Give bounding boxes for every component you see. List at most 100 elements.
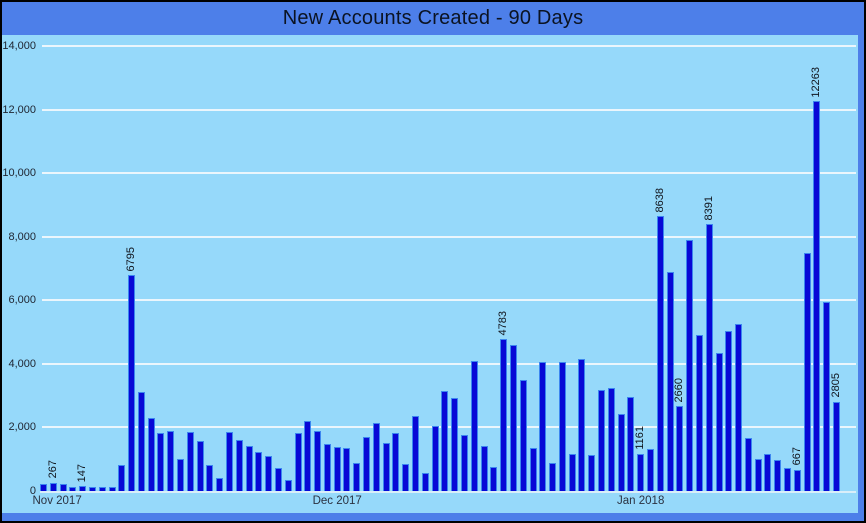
y-tick-label: 12,000 <box>2 103 36 116</box>
bar-day-69[interactable] <box>705 224 713 491</box>
y-tick-label: 4,000 <box>8 357 36 370</box>
bar-day-9[interactable] <box>118 464 126 491</box>
bar-day-20[interactable] <box>226 431 233 491</box>
bar-day-2[interactable] <box>49 482 57 491</box>
bar-day-68[interactable] <box>695 335 703 491</box>
bar-day-77[interactable] <box>784 467 792 491</box>
bar-day-38[interactable] <box>402 463 410 491</box>
bar-day-27[interactable] <box>294 433 302 491</box>
bar-day-3[interactable] <box>59 484 67 491</box>
bar-value-label: 8391 <box>702 195 715 221</box>
y-tick-label: 14,000 <box>2 40 36 52</box>
gridline-4000 <box>42 362 856 365</box>
y-tick-label: 0 <box>29 485 36 497</box>
bar-value-label: 12263 <box>810 66 823 98</box>
bar-day-14[interactable] <box>167 430 175 491</box>
bar-day-35[interactable] <box>372 422 380 491</box>
bar-day-80[interactable] <box>813 101 821 491</box>
bar-day-45[interactable] <box>470 360 478 491</box>
bar-day-30[interactable] <box>323 443 331 491</box>
bar-day-4[interactable] <box>69 486 77 491</box>
bar-value-label: 8638 <box>653 187 666 213</box>
bar-day-22[interactable] <box>245 445 253 491</box>
bar-day-62[interactable] <box>637 454 645 491</box>
bar-day-72[interactable] <box>735 324 743 491</box>
bar-day-39[interactable] <box>412 416 420 491</box>
bar-day-18[interactable] <box>206 464 214 491</box>
bar-day-19[interactable] <box>216 478 224 491</box>
bar-day-53[interactable] <box>549 462 557 491</box>
x-axis-line <box>40 491 856 493</box>
bar-day-6[interactable] <box>88 486 96 491</box>
gridline-2000 <box>42 426 856 429</box>
bar-day-37[interactable] <box>392 433 400 491</box>
x-tick-label: Jan 2018 <box>617 495 665 507</box>
bar-day-24[interactable] <box>265 456 273 491</box>
x-tick-label: Dec 2017 <box>312 495 362 507</box>
bar-day-15[interactable] <box>177 459 185 491</box>
gridline-8000 <box>42 235 856 238</box>
bar-day-42[interactable] <box>441 390 449 491</box>
bar-day-82[interactable] <box>832 401 840 491</box>
bar-day-78[interactable] <box>793 469 801 491</box>
bar-day-64[interactable] <box>656 216 664 491</box>
bar-day-74[interactable] <box>754 459 762 491</box>
bar-day-63[interactable] <box>646 448 654 491</box>
bar-value-label: 2805 <box>829 373 842 398</box>
bar-day-43[interactable] <box>451 398 459 491</box>
bar-day-17[interactable] <box>196 440 204 491</box>
bar-day-21[interactable] <box>235 440 243 491</box>
bar-day-73[interactable] <box>744 437 752 491</box>
bar-day-12[interactable] <box>147 417 155 491</box>
bar-day-75[interactable] <box>764 454 772 491</box>
bar-day-41[interactable] <box>431 425 439 491</box>
y-tick-label: 10,000 <box>2 167 36 180</box>
bar-day-25[interactable] <box>274 468 282 491</box>
bar-day-48[interactable] <box>500 338 508 491</box>
bar-day-65[interactable] <box>666 271 674 491</box>
bar-day-31[interactable] <box>333 446 341 491</box>
bar-day-79[interactable] <box>803 253 811 491</box>
bar-day-13[interactable] <box>157 433 165 491</box>
bar-day-70[interactable] <box>715 352 723 491</box>
bar-day-51[interactable] <box>529 447 537 491</box>
bar-day-36[interactable] <box>382 442 390 491</box>
bar-day-60[interactable] <box>617 414 625 491</box>
bar-day-5[interactable] <box>79 486 87 491</box>
bar-day-23[interactable] <box>255 451 263 491</box>
bar-day-34[interactable] <box>363 437 371 491</box>
bar-day-81[interactable] <box>823 301 831 491</box>
bar-day-40[interactable] <box>421 472 429 491</box>
bar-day-58[interactable] <box>598 390 606 491</box>
bar-day-52[interactable] <box>539 361 547 491</box>
bar-day-8[interactable] <box>108 487 116 491</box>
bar-day-76[interactable] <box>774 460 782 491</box>
x-tick-label: Nov 2017 <box>32 495 82 507</box>
bar-day-71[interactable] <box>725 330 733 491</box>
bar-day-10[interactable] <box>128 275 136 491</box>
bar-day-59[interactable] <box>607 387 615 491</box>
bar-day-54[interactable] <box>558 361 566 491</box>
bar-day-46[interactable] <box>480 445 488 491</box>
y-tick-label: 6,000 <box>8 294 36 307</box>
bar-day-33[interactable] <box>353 463 361 491</box>
bar-day-26[interactable] <box>284 480 292 491</box>
bar-day-32[interactable] <box>343 448 351 491</box>
bar-day-55[interactable] <box>568 454 576 491</box>
bar-day-67[interactable] <box>686 239 694 491</box>
bar-day-11[interactable] <box>137 392 145 491</box>
bar-day-61[interactable] <box>627 396 635 491</box>
bar-day-49[interactable] <box>509 344 517 491</box>
bar-day-28[interactable] <box>304 421 312 491</box>
bar-day-16[interactable] <box>186 431 194 491</box>
bar-day-57[interactable] <box>588 454 596 491</box>
bar-day-7[interactable] <box>98 486 106 491</box>
bar-day-1[interactable] <box>40 483 47 491</box>
bar-day-47[interactable] <box>490 466 498 491</box>
bar-day-50[interactable] <box>519 379 527 491</box>
bar-day-29[interactable] <box>314 430 322 491</box>
chart-title-bar: New Accounts Created - 90 Days <box>2 2 864 35</box>
bar-day-56[interactable] <box>578 359 586 491</box>
bar-day-44[interactable] <box>460 434 468 491</box>
bar-day-66[interactable] <box>676 406 684 491</box>
